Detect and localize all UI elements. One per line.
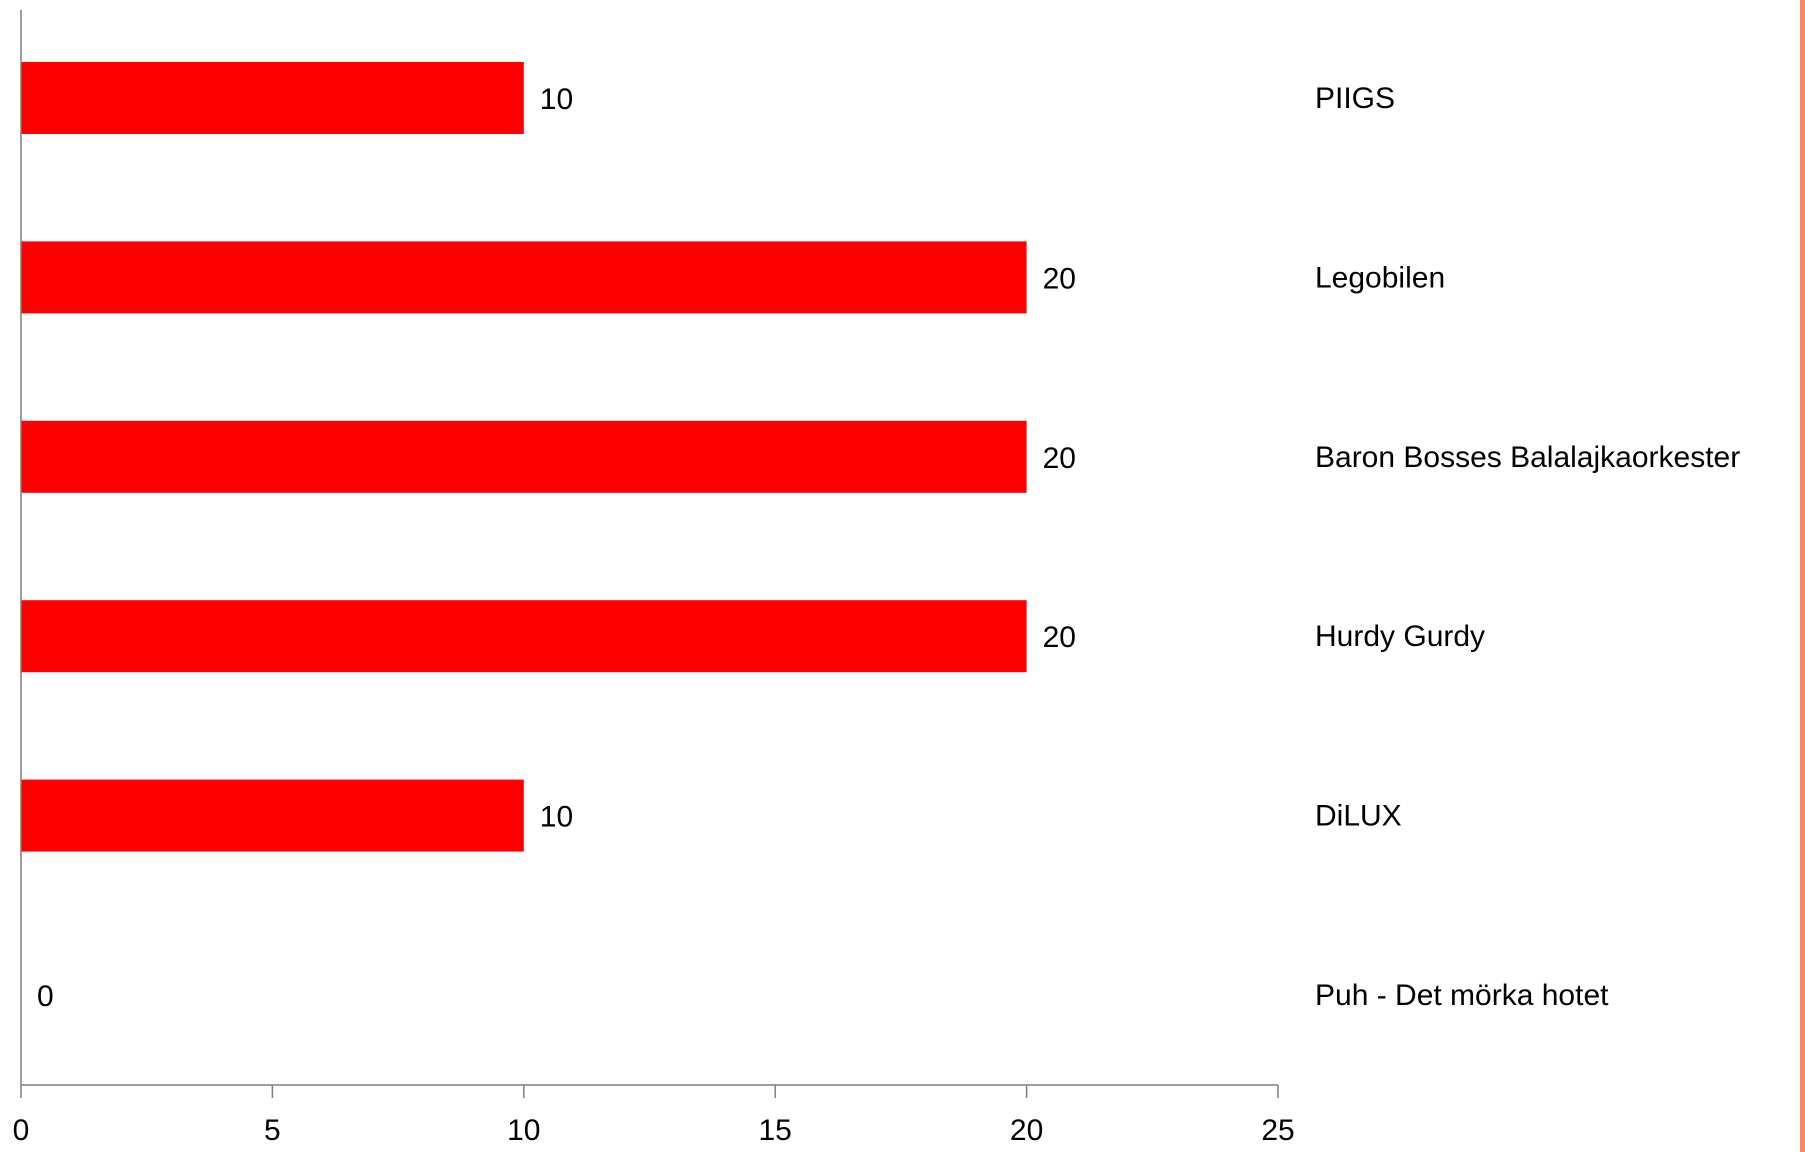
category-label-5: Puh - Det mörka hotet [1315,979,1609,1012]
bar-0 [21,62,524,134]
category-label-3: Hurdy Gurdy [1315,620,1485,653]
data-labels-group: 10 20 20 20 10 0 [37,83,1076,1013]
bar-4 [21,779,524,852]
data-label-1: 20 [1043,262,1076,295]
category-label-4: DiLUX [1315,800,1402,833]
x-tick-label-1: 5 [264,1114,281,1147]
data-label-3: 20 [1043,621,1076,654]
bar-3 [21,600,1027,673]
category-labels-group: PIIGS Legobilen Baron Bosses Balalajkaorke… [1315,82,1740,1012]
category-label-1: Legobilen [1315,261,1445,294]
bar-2 [21,420,1027,493]
data-label-2: 20 [1043,442,1076,475]
x-tick-label-4: 20 [1010,1114,1043,1147]
x-tick-label-3: 15 [759,1114,792,1147]
bars-group [21,62,1027,852]
data-label-5: 0 [37,980,54,1013]
data-label-4: 10 [540,801,573,834]
slide-edge-strip [1800,0,1805,1152]
x-axis-ticks-group: 0 5 10 15 20 25 [13,1085,1295,1147]
x-tick-label-2: 10 [507,1114,540,1147]
x-tick-label-5: 25 [1261,1114,1294,1147]
data-label-0: 10 [540,83,573,116]
category-label-0: PIIGS [1315,82,1395,115]
x-tick-label-0: 0 [13,1114,30,1147]
category-label-2: Baron Bosses Balalajkaorkester [1315,441,1740,474]
bar-1 [21,241,1027,314]
